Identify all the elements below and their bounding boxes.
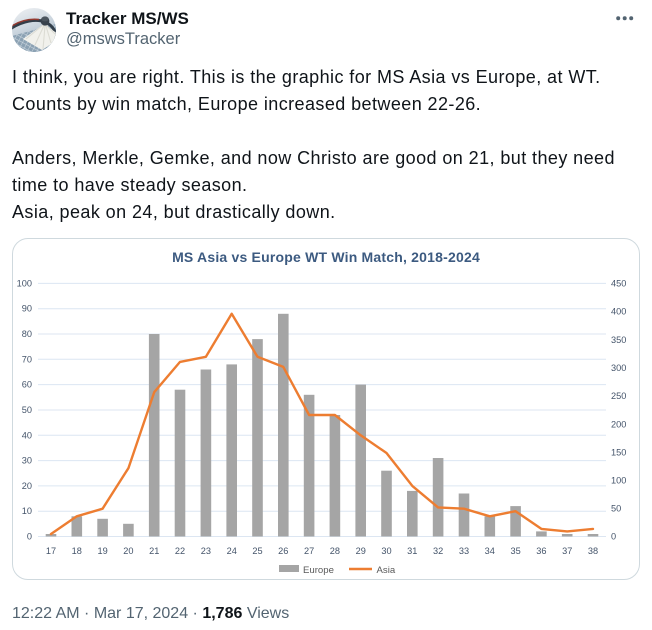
svg-text:150: 150 (611, 447, 626, 457)
svg-text:33: 33 (459, 546, 469, 556)
svg-text:27: 27 (304, 546, 314, 556)
svg-text:70: 70 (22, 354, 32, 364)
svg-text:400: 400 (611, 307, 626, 317)
svg-text:24: 24 (227, 546, 237, 556)
svg-text:29: 29 (356, 546, 366, 556)
svg-text:20: 20 (123, 546, 133, 556)
svg-text:18: 18 (72, 546, 82, 556)
svg-text:MS Asia vs Europe WT Win Match: MS Asia vs Europe WT Win Match, 2018-202… (172, 249, 480, 265)
svg-text:34: 34 (485, 546, 495, 556)
svg-text:0: 0 (611, 532, 616, 542)
svg-text:25: 25 (252, 546, 262, 556)
svg-text:35: 35 (510, 546, 520, 556)
svg-text:38: 38 (588, 546, 598, 556)
svg-text:Asia: Asia (377, 565, 396, 576)
svg-text:23: 23 (201, 546, 211, 556)
svg-text:40: 40 (22, 430, 32, 440)
svg-text:37: 37 (562, 546, 572, 556)
svg-text:100: 100 (611, 476, 626, 486)
svg-text:300: 300 (611, 363, 626, 373)
svg-text:250: 250 (611, 391, 626, 401)
svg-text:19: 19 (97, 546, 107, 556)
svg-text:60: 60 (22, 380, 32, 390)
svg-text:0: 0 (27, 532, 32, 542)
svg-text:50: 50 (611, 504, 621, 514)
svg-text:30: 30 (22, 456, 32, 466)
svg-text:21: 21 (149, 546, 159, 556)
svg-text:31: 31 (407, 546, 417, 556)
svg-text:30: 30 (381, 546, 391, 556)
svg-text:20: 20 (22, 481, 32, 491)
svg-text:80: 80 (22, 329, 32, 339)
svg-text:36: 36 (536, 546, 546, 556)
svg-text:50: 50 (22, 405, 32, 415)
svg-text:100: 100 (17, 278, 32, 288)
svg-text:Europe: Europe (303, 565, 334, 576)
svg-text:350: 350 (611, 335, 626, 345)
svg-text:22: 22 (175, 546, 185, 556)
svg-text:26: 26 (278, 546, 288, 556)
svg-text:17: 17 (46, 546, 56, 556)
svg-text:32: 32 (433, 546, 443, 556)
svg-text:90: 90 (22, 304, 32, 314)
svg-text:10: 10 (22, 506, 32, 516)
svg-text:450: 450 (611, 279, 626, 289)
svg-text:28: 28 (330, 546, 340, 556)
svg-text:200: 200 (611, 419, 626, 429)
